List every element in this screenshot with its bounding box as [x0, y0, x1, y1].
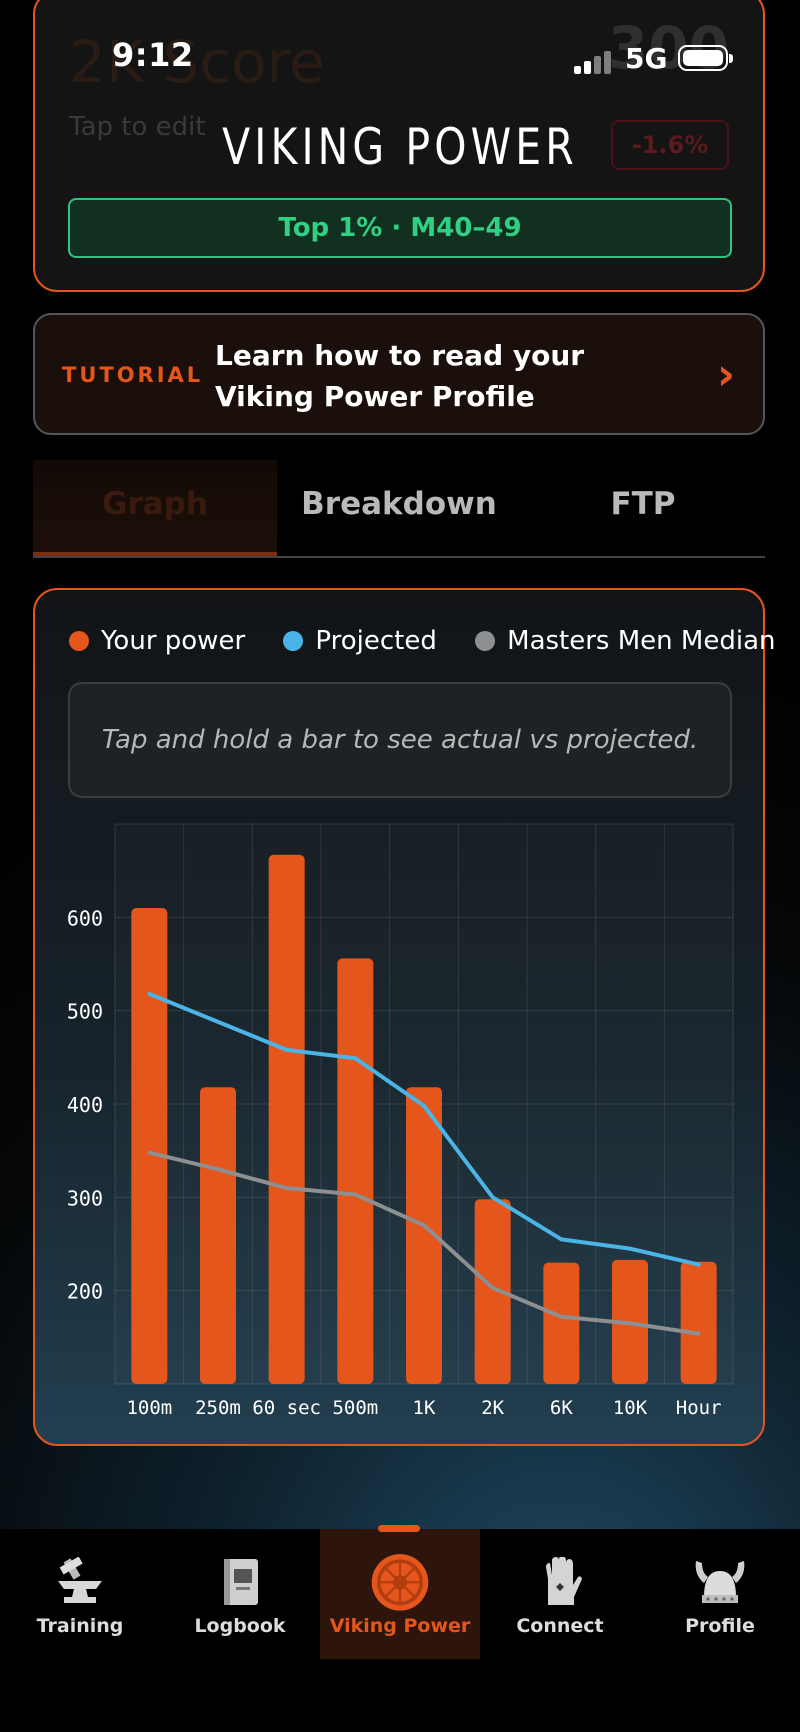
- viking-helmet-icon: [695, 1561, 745, 1603]
- status-time: 9:12: [112, 36, 194, 74]
- status-bar: 9:12 5G: [0, 0, 800, 100]
- nav-profile[interactable]: Profile: [640, 1529, 800, 1659]
- x-tick-label: 500m: [332, 1397, 378, 1419]
- y-tick-label: 200: [67, 1280, 103, 1304]
- nav-viking-power[interactable]: Viking Power: [320, 1525, 480, 1659]
- bar-your-power: [200, 1087, 236, 1384]
- y-tick-label: 500: [67, 1000, 103, 1024]
- network-type: 5G: [625, 42, 668, 75]
- legend-label: Masters Men Median: [507, 626, 776, 656]
- tab-graph[interactable]: Graph: [33, 460, 277, 556]
- chart-hint-text: Tap and hold a bar to see actual vs proj…: [101, 725, 699, 755]
- tutorial-text: Learn how to read your Viking Power Prof…: [215, 339, 585, 413]
- book-icon: [224, 1559, 258, 1605]
- view-tabs: Graph Breakdown FTP: [33, 460, 765, 558]
- app-title: VIKING POWER: [222, 118, 578, 176]
- line-projected: [147, 991, 701, 1267]
- tap-to-edit-hint[interactable]: Tap to edit: [69, 112, 206, 142]
- nav-logbook[interactable]: Logbook: [160, 1529, 320, 1659]
- x-tick-label: 10K: [613, 1397, 648, 1419]
- legend-dot: [283, 631, 304, 651]
- y-tick-label: 400: [67, 1093, 103, 1117]
- legend-your-power: Your power: [69, 626, 245, 656]
- tutorial-banner[interactable]: TUTORIAL Learn how to read your Viking P…: [33, 313, 765, 435]
- power-chart[interactable]: 200 300 400 500 600 100m 250m 60 sec 500m 1K 2K 6K 1…: [35, 590, 767, 1448]
- nav-connect[interactable]: Connect: [480, 1529, 640, 1659]
- bottom-nav: Training Logbook Viking Power Connect: [0, 1525, 800, 1732]
- active-indicator: [378, 1525, 420, 1532]
- legend-dot: [475, 631, 496, 651]
- shield-icon: [371, 1554, 429, 1611]
- bar-your-power: [337, 958, 374, 1384]
- x-tick-label: 250m: [195, 1397, 241, 1419]
- legend-projected: Projected: [283, 626, 437, 656]
- x-tick-label: 100m: [126, 1397, 172, 1419]
- chart-legend: Your power Projected Masters Men Median: [69, 626, 800, 666]
- nav-label: Logbook: [194, 1615, 286, 1637]
- bar-your-power: [268, 854, 305, 1384]
- legend-label: Your power: [101, 626, 246, 656]
- tutorial-tag: TUTORIAL: [62, 363, 204, 387]
- chart-card: Your power Projected Masters Men Median …: [33, 588, 775, 1448]
- nav-label: Viking Power: [329, 1615, 471, 1637]
- x-tick-label: 1K: [413, 1397, 436, 1419]
- legend-median: Masters Men Median: [475, 626, 775, 656]
- bar-your-power: [680, 1261, 717, 1384]
- change-badge: -1.6%: [611, 120, 729, 170]
- line-median: [147, 1150, 701, 1336]
- signal-icon: [574, 50, 614, 74]
- nav-training[interactable]: Training: [0, 1529, 160, 1659]
- anvil-icon: [58, 1557, 102, 1603]
- y-tick-label: 300: [67, 1186, 103, 1210]
- x-tick-label: 60 sec: [252, 1397, 321, 1419]
- battery-icon: [678, 45, 733, 71]
- x-tick-label: 2K: [481, 1397, 504, 1419]
- nav-label: Training: [36, 1615, 124, 1637]
- x-tick-label: 6K: [550, 1397, 573, 1419]
- bar-your-power: [543, 1262, 580, 1384]
- bar-your-power: [406, 1087, 442, 1384]
- y-tick-label: 600: [67, 906, 103, 930]
- bar-your-power: [131, 908, 168, 1384]
- legend-label: Projected: [315, 626, 437, 656]
- rank-badge: Top 1% · M40–49: [68, 198, 732, 258]
- tab-breakdown[interactable]: Breakdown: [301, 486, 497, 522]
- legend-dot: [69, 631, 89, 651]
- score-card[interactable]: 2K Score 300 Tap to edit -1.6% Top 1% · …: [33, 0, 765, 292]
- gauntlet-icon: [546, 1557, 582, 1605]
- nav-label: Connect: [516, 1615, 604, 1637]
- tab-ftp[interactable]: FTP: [610, 486, 676, 522]
- bar-your-power: [474, 1199, 511, 1384]
- chart-hint-box: Tap and hold a bar to see actual vs proj…: [68, 682, 732, 798]
- chevron-right-icon: ›: [716, 349, 735, 400]
- score-label: 2K Score: [69, 28, 325, 96]
- x-tick-label: Hour: [676, 1397, 722, 1419]
- nav-label: Profile: [685, 1615, 755, 1637]
